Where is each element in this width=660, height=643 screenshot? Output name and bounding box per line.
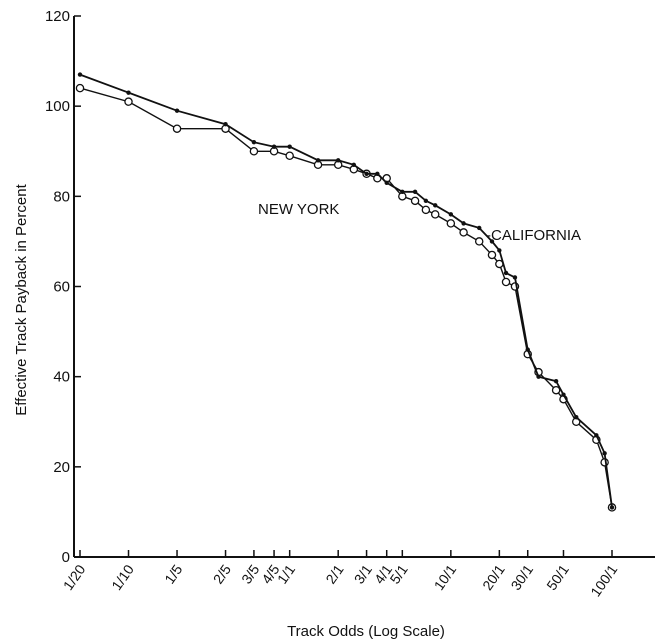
data-point	[461, 221, 466, 226]
data-point	[124, 97, 133, 106]
y-axis-ticks: 0 20 40 60 80 100 120	[45, 8, 81, 566]
axes	[73, 16, 655, 558]
data-point	[477, 225, 482, 231]
x-tick-label: 2/1	[322, 561, 346, 586]
y-axis-title: Effective Track Payback in Percent	[13, 183, 30, 415]
data-point	[364, 171, 369, 176]
data-point	[448, 212, 454, 217]
series-line	[79, 73, 613, 508]
data-point	[174, 108, 180, 113]
data-point	[503, 270, 509, 276]
data-point	[77, 72, 83, 77]
y-tick-label: 60	[53, 279, 70, 296]
y-tick-label: 100	[45, 98, 70, 115]
x-tick-label: 2/5	[210, 561, 234, 586]
data-point	[489, 239, 495, 244]
data-point	[421, 205, 431, 215]
data-point	[412, 189, 418, 195]
data-point	[285, 151, 294, 161]
data-point	[423, 198, 429, 204]
y-tick-label: 20	[53, 459, 70, 476]
data-point	[433, 203, 438, 208]
data-point	[75, 83, 85, 93]
data-point	[400, 189, 405, 195]
data-point	[410, 196, 420, 206]
data-point	[430, 210, 440, 219]
x-tick-label: 20/1	[479, 561, 508, 593]
data-point	[574, 415, 579, 420]
data-point	[609, 505, 615, 510]
x-tick-label: 50/1	[543, 561, 572, 593]
data-point	[487, 250, 497, 260]
data-point	[335, 158, 341, 163]
data-point	[446, 219, 456, 228]
data-point	[287, 144, 292, 149]
data-point	[172, 124, 182, 133]
data-point	[223, 122, 228, 127]
x-tick-label: 3/1	[351, 561, 375, 586]
x-axis-title: Track Odds (Log Scale)	[287, 623, 445, 640]
data-point	[497, 248, 502, 253]
data-point	[553, 378, 559, 384]
data-point	[474, 237, 484, 246]
data-point	[501, 277, 511, 287]
x-tick-label: 1/20	[60, 561, 89, 593]
x-tick-label: 1/1	[274, 561, 298, 586]
series-new-york	[75, 83, 617, 512]
data-point	[536, 374, 541, 379]
annotation-california: -CALIFORNIA	[486, 227, 581, 244]
data-point	[512, 275, 518, 280]
x-tick-label: 1/10	[108, 561, 137, 593]
data-point	[459, 228, 468, 237]
x-tick-label: 3/5	[238, 561, 262, 586]
x-tick-label: 5/1	[387, 561, 411, 586]
data-point	[315, 158, 321, 163]
series-layer	[75, 72, 617, 512]
data-point	[551, 385, 561, 395]
series-california	[77, 72, 615, 510]
x-tick-label: 30/1	[507, 561, 536, 593]
y-tick-label: 120	[45, 8, 70, 25]
data-point	[271, 144, 277, 149]
data-point	[126, 90, 131, 95]
data-point	[375, 171, 380, 176]
x-tick-label: 10/1	[431, 561, 460, 593]
data-point	[384, 180, 389, 186]
y-tick-label: 40	[53, 369, 70, 386]
y-tick-label: 80	[53, 188, 70, 205]
y-tick-label: 0	[62, 549, 70, 566]
data-point	[561, 392, 566, 397]
x-tick-label: 100/1	[587, 561, 620, 599]
annotation-new-york: NEW YORK	[258, 201, 339, 218]
data-point	[594, 433, 599, 438]
data-point	[251, 140, 257, 145]
data-point	[602, 451, 607, 456]
data-point	[249, 146, 259, 156]
data-point	[525, 347, 530, 352]
data-point	[351, 162, 357, 167]
x-tick-label: 1/5	[161, 561, 185, 586]
series-line	[79, 87, 613, 508]
